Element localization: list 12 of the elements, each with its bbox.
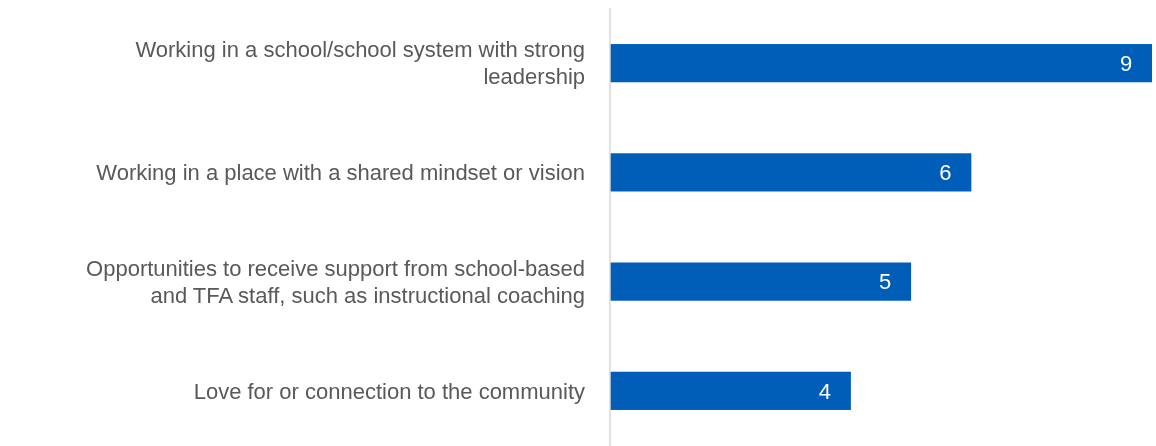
data-label: 4 (818, 378, 832, 404)
y-tick-label: Love for or connection to the community (193, 378, 585, 404)
bar (610, 262, 912, 301)
y-tick-label: Working in a school/school system with strong leadership (135, 37, 585, 90)
y-tick-label: Working in a place with a shared mindset or vision (96, 160, 585, 186)
data-label: 9 (1119, 50, 1133, 76)
y-tick-label: Opportunities to receive support from school-based and TFA staff, such as instructional coaching (86, 255, 585, 308)
data-label: 6 (939, 160, 952, 186)
bar (610, 371, 851, 410)
bar (610, 44, 1152, 83)
data-label: 5 (878, 269, 892, 295)
bar (610, 153, 972, 192)
